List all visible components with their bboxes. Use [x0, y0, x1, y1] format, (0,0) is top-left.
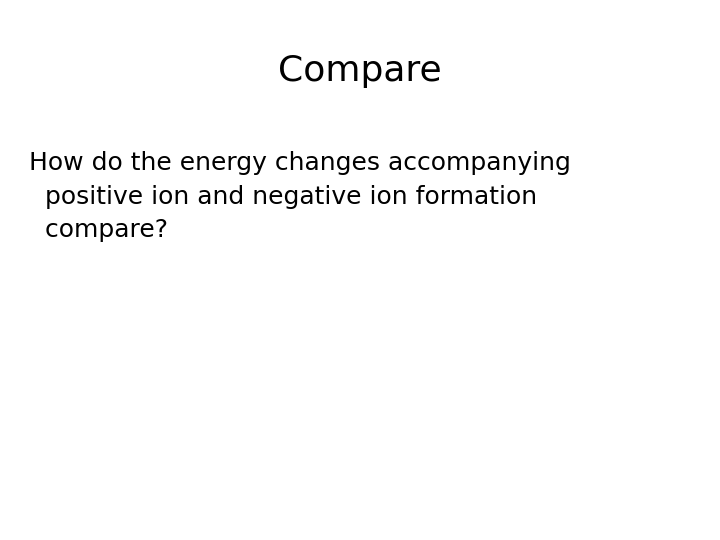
- Text: How do the energy changes accompanying
  positive ion and negative ion formation: How do the energy changes accompanying p…: [29, 151, 571, 242]
- Text: Compare: Compare: [278, 54, 442, 88]
